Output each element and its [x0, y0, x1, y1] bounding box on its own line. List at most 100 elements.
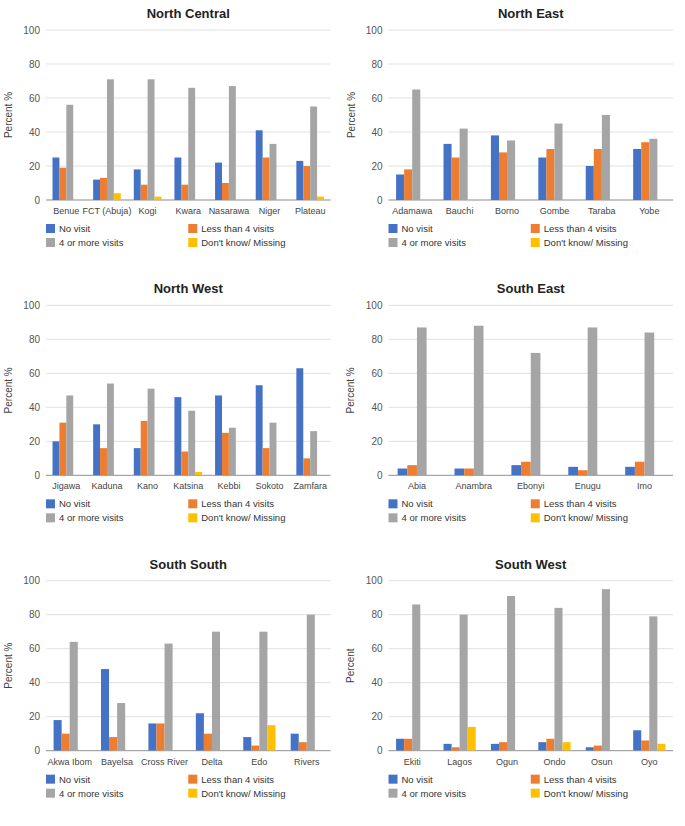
legend-label: Don't know/ Missing: [544, 237, 628, 248]
bar: [107, 79, 114, 200]
x-tick-label: Enugu: [575, 481, 601, 491]
x-tick-label: Abia: [408, 481, 426, 491]
bar: [578, 470, 588, 475]
bar: [484, 475, 494, 476]
bar: [563, 200, 571, 201]
bar: [181, 185, 188, 200]
legend-swatch: [188, 775, 197, 784]
bar: [554, 608, 562, 751]
bar: [657, 200, 665, 201]
bar: [109, 737, 117, 751]
title: South South: [150, 557, 227, 572]
bar: [610, 750, 618, 751]
bar: [635, 462, 645, 476]
bar: [229, 428, 236, 476]
grid-line: [389, 682, 674, 683]
bar: [165, 644, 173, 751]
legend-label: 4 or more visits: [402, 512, 467, 523]
bar: [633, 149, 641, 200]
bar: [267, 725, 275, 750]
grid-line: [389, 200, 674, 201]
bar: [229, 86, 236, 200]
y-tick-label: 20: [371, 436, 383, 447]
legend-label: 4 or more visits: [402, 788, 467, 799]
legend-label: No visit: [59, 774, 91, 785]
legend-label: Less than 4 visits: [544, 774, 617, 785]
bar: [468, 727, 476, 751]
legend-swatch: [188, 224, 197, 233]
x-tick-label: Katsina: [173, 481, 203, 491]
bar: [586, 747, 594, 750]
bar: [602, 115, 610, 200]
bar: [420, 750, 428, 751]
legend-label: 4 or more visits: [59, 237, 124, 248]
bar: [62, 734, 70, 751]
x-tick-label: Bauchi: [446, 206, 474, 216]
y-axis-label: Percent %: [3, 642, 14, 688]
bar: [507, 596, 515, 751]
y-tick-label: 0: [377, 195, 383, 206]
bar: [117, 703, 125, 751]
bar: [174, 397, 181, 475]
bar: [303, 166, 310, 200]
grid-line: [389, 98, 674, 99]
title: North East: [498, 6, 564, 21]
legend-label: Less than 4 visits: [544, 498, 617, 509]
y-tick-label: 60: [371, 368, 383, 379]
legend: No visitLess than 4 visits4 or more visi…: [46, 223, 285, 248]
x-tick-label: Akwa Ibom: [47, 757, 92, 767]
legend-swatch: [46, 789, 55, 798]
x-axis-line: [389, 200, 674, 201]
panel: North EastPercent %020406080100AdamawaBa…: [346, 6, 674, 248]
title: South West: [495, 557, 567, 572]
y-tick-label: 80: [371, 59, 383, 70]
bar: [417, 327, 427, 475]
bar: [452, 747, 460, 750]
legend-swatch: [46, 499, 55, 508]
bar: [649, 616, 657, 750]
x-tick-label: Zamfara: [293, 481, 327, 491]
bar: [460, 615, 468, 751]
bars: [396, 90, 657, 201]
y-tick-label: 100: [23, 25, 40, 36]
bar: [499, 742, 507, 750]
bar: [563, 742, 571, 750]
grid-line: [389, 580, 674, 581]
bar: [594, 746, 602, 751]
legend-swatch: [46, 513, 55, 522]
y-axis-label: Percent: [346, 648, 357, 683]
bar: [641, 740, 649, 750]
bar: [540, 475, 550, 476]
y-tick-label: 60: [371, 643, 383, 654]
bar: [263, 158, 270, 201]
bar: [222, 183, 229, 200]
bars: [54, 615, 315, 751]
y-tick-label: 0: [377, 470, 383, 481]
y-tick-label: 60: [29, 93, 41, 104]
bar: [155, 197, 162, 200]
legend-swatch: [531, 789, 540, 798]
bar: [554, 124, 562, 201]
legend-swatch: [188, 513, 197, 522]
bar: [538, 742, 546, 750]
legend: No visitLess than 4 visits4 or more visi…: [46, 774, 285, 799]
bar: [173, 750, 181, 751]
title: North Central: [147, 6, 230, 21]
bar: [100, 178, 107, 200]
x-axis-line: [46, 750, 331, 751]
y-tick-label: 40: [371, 402, 383, 413]
y-tick-label: 0: [34, 745, 40, 756]
x-axis-line: [389, 750, 674, 751]
bar: [586, 166, 594, 200]
bar: [531, 353, 541, 475]
bar: [412, 90, 420, 201]
bar: [597, 475, 607, 476]
grid-line: [389, 132, 674, 133]
y-tick-label: 100: [23, 300, 40, 311]
bar: [156, 723, 164, 750]
legend-swatch: [389, 499, 398, 508]
y-tick-label: 80: [29, 59, 41, 70]
bar: [195, 472, 202, 475]
y-tick-label: 0: [34, 470, 40, 481]
legend-swatch: [531, 513, 540, 522]
